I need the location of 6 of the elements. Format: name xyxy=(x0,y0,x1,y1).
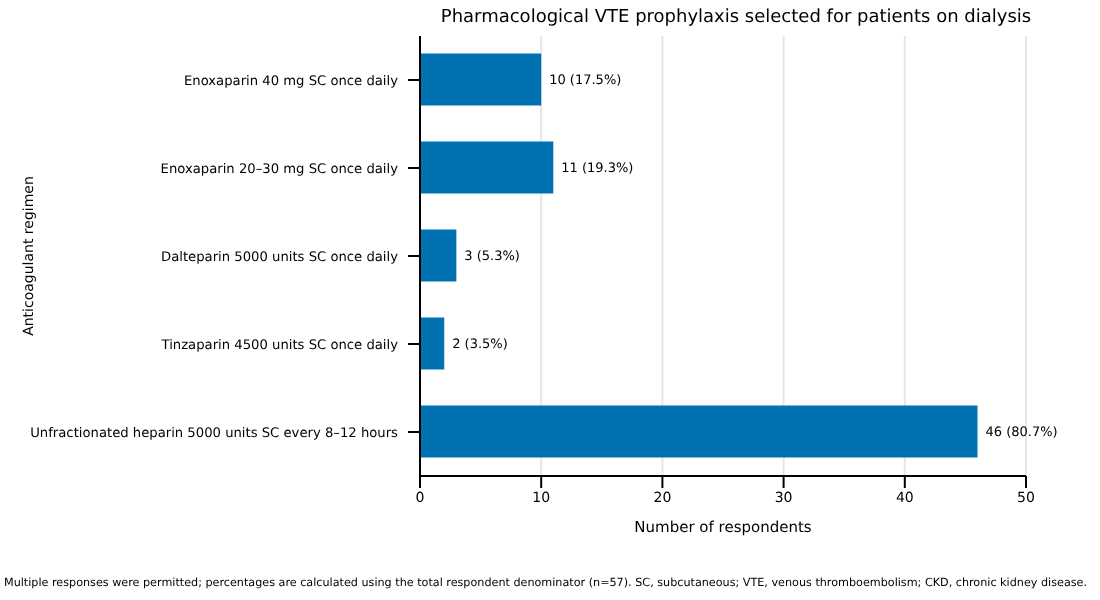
bar xyxy=(420,141,554,194)
chart-title: Pharmacological VTE prophylaxis selected for patients on dialysis xyxy=(438,8,1034,28)
bar xyxy=(420,317,445,370)
bar xyxy=(420,229,457,282)
bar xyxy=(420,53,542,106)
bar xyxy=(420,405,978,458)
